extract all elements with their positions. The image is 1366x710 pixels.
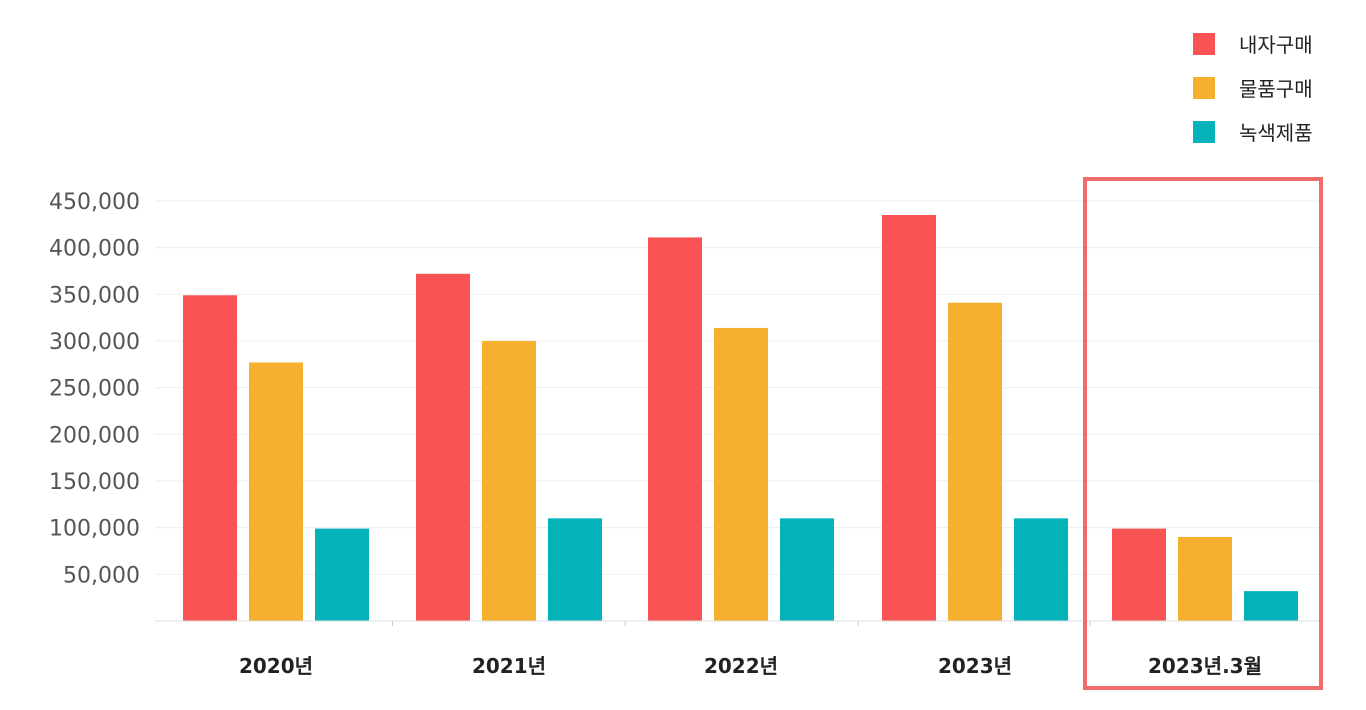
y-tick-label: 150,000: [49, 470, 140, 495]
bar-1-2: [416, 273, 470, 621]
bar-2-2: [482, 341, 536, 621]
bar-1-5: [1112, 528, 1166, 621]
x-tick-label: 2020년: [239, 654, 313, 678]
x-tick-label: 2021년: [472, 654, 546, 678]
bar-2-3: [714, 327, 768, 621]
legend-label-1: 내자구매: [1239, 33, 1313, 57]
x-tick-label: 2023년.3월: [1148, 654, 1262, 678]
bar-2-1: [249, 362, 303, 621]
axes: 50,000 100,000 150,000 200,000 250,000 300,00…: [49, 190, 1320, 678]
y-tick-label: 350,000: [49, 283, 140, 308]
bar-1-1: [183, 295, 237, 621]
x-tick-label: 2022년: [704, 654, 778, 678]
legend-swatch-2: [1193, 77, 1215, 99]
legend-swatch-3: [1193, 121, 1215, 143]
bar-3-2: [548, 518, 602, 621]
highlight-box: [1083, 177, 1323, 690]
highlight: [1083, 177, 1323, 690]
bar-3-1: [315, 528, 369, 621]
legend-swatch-1: [1193, 33, 1215, 55]
y-tick-label: 300,000: [49, 330, 140, 355]
y-tick-label: 400,000: [49, 237, 140, 262]
y-tick-label: 200,000: [49, 423, 140, 448]
bars: [183, 215, 1298, 621]
bar-2-4: [948, 302, 1002, 621]
y-tick-label: 100,000: [49, 517, 140, 542]
bar-3-4: [1014, 518, 1068, 621]
y-tick-label: 50,000: [63, 563, 140, 588]
y-tick-label: 250,000: [49, 377, 140, 402]
bar-3-3: [780, 518, 834, 621]
legend-label-2: 물품구매: [1239, 77, 1313, 101]
bar-1-4: [882, 215, 936, 621]
y-tick-label: 450,000: [49, 190, 140, 215]
bar-3-5: [1244, 591, 1298, 621]
legend-label-3: 녹색제품: [1239, 121, 1313, 145]
x-tick-label: 2023년: [938, 654, 1012, 678]
bar-2-5: [1178, 537, 1232, 621]
bar-1-3: [648, 237, 702, 621]
